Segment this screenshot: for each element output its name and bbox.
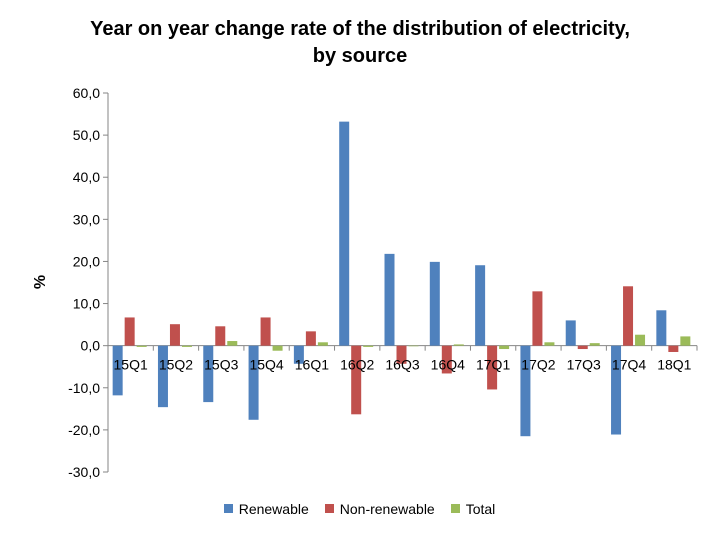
legend-item-renewable: Renewable: [223, 500, 309, 517]
bar-renewable-15q3: [203, 345, 214, 403]
y-tick-label: 40,0: [73, 169, 100, 185]
bar-non-renewable-16q2: [351, 345, 362, 415]
y-tick-label: 10,0: [73, 296, 100, 312]
bar-total-18q1: [680, 336, 691, 346]
bar-total-15q1: [136, 345, 147, 347]
bar-total-17q2: [544, 342, 555, 346]
bar-total-16q2: [363, 345, 374, 347]
bar-non-renewable-15q4: [260, 317, 271, 346]
x-tick-label: 16Q4: [431, 357, 465, 373]
legend-item-total: Total: [450, 500, 496, 517]
x-tick-label: 18Q1: [657, 357, 691, 373]
x-tick-label: 16Q3: [385, 357, 419, 373]
bar-renewable-16q2: [339, 121, 350, 346]
bar-renewable-16q3: [384, 253, 395, 346]
y-tick-label: 0,0: [81, 338, 101, 354]
bar-renewable-15q2: [157, 345, 168, 408]
legend-swatch: [324, 504, 334, 513]
x-tick-label: 16Q1: [295, 357, 329, 373]
legend-item-non-renewable: Non-renewable: [324, 500, 435, 517]
y-tick-label: -20,0: [68, 422, 100, 438]
bar-non-renewable-15q1: [124, 317, 135, 346]
bar-total-16q4: [453, 344, 464, 346]
x-tick-label: 16Q2: [340, 357, 374, 373]
bar-total-15q2: [181, 345, 192, 347]
bar-renewable-15q4: [248, 345, 259, 420]
legend-label: Renewable: [238, 500, 309, 517]
bar-non-renewable-16q3: [396, 345, 407, 364]
bar-total-17q3: [589, 343, 600, 346]
bar-total-16q1: [317, 342, 328, 346]
bar-non-renewable-17q1: [487, 345, 498, 390]
bar-total-16q3: [408, 345, 419, 347]
legend-swatch: [223, 504, 233, 513]
x-tick-label: 17Q3: [567, 357, 601, 373]
bar-renewable-17q3: [565, 320, 576, 346]
bar-non-renewable-15q3: [215, 326, 226, 346]
bar-total-15q3: [227, 341, 238, 346]
axes: [103, 92, 698, 473]
bar-non-renewable-18q1: [668, 345, 679, 352]
bar-total-17q4: [635, 334, 646, 346]
bar-renewable-15q1: [112, 345, 123, 396]
chart-title: Year on year change rate of the distribu…: [90, 18, 630, 67]
bar-renewable-17q1: [475, 265, 486, 346]
bar-non-renewable-15q2: [169, 324, 180, 346]
y-tick-label: 60,0: [73, 85, 100, 101]
x-tick-label: 15Q4: [249, 357, 283, 373]
legend: Renewable Non-renewable Total: [0, 500, 719, 517]
y-tick-label: 20,0: [73, 253, 100, 269]
x-tick-label: 17Q1: [476, 357, 510, 373]
x-tick-label: 17Q2: [521, 357, 555, 373]
bars: [112, 121, 691, 437]
labels: 60,0 50,0 40,0 30,0 20,0 10,0 0,0 -10,0 -20,0 -30…: [68, 85, 692, 480]
bar-total-15q4: [272, 345, 283, 351]
x-tick-label: 15Q1: [114, 357, 148, 373]
bar-renewable-17q4: [611, 345, 622, 435]
bar-total-17q1: [499, 345, 510, 350]
bar-non-renewable-17q4: [623, 286, 634, 346]
y-tick-label: 30,0: [73, 211, 100, 227]
x-tick-label: 15Q3: [204, 357, 238, 373]
bar-renewable-18q1: [656, 310, 667, 346]
x-tick-label: 15Q2: [159, 357, 193, 373]
bar-non-renewable-17q3: [577, 345, 588, 350]
legend-swatch: [450, 504, 460, 513]
y-axis-label: %: [32, 275, 49, 289]
legend-label: Non-renewable: [339, 500, 435, 517]
y-tick-label: -30,0: [68, 464, 100, 480]
legend-label: Total: [465, 500, 496, 517]
y-tick-label: -10,0: [68, 380, 100, 396]
bar-renewable-16q1: [293, 345, 304, 364]
bar-non-renewable-17q2: [532, 291, 543, 346]
bar-renewable-17q2: [520, 345, 531, 437]
bar-renewable-16q4: [429, 261, 440, 346]
bar-non-renewable-16q1: [305, 331, 316, 346]
bar-non-renewable-16q4: [441, 345, 452, 374]
x-tick-label: 17Q4: [612, 357, 646, 373]
y-tick-label: 50,0: [73, 127, 100, 143]
